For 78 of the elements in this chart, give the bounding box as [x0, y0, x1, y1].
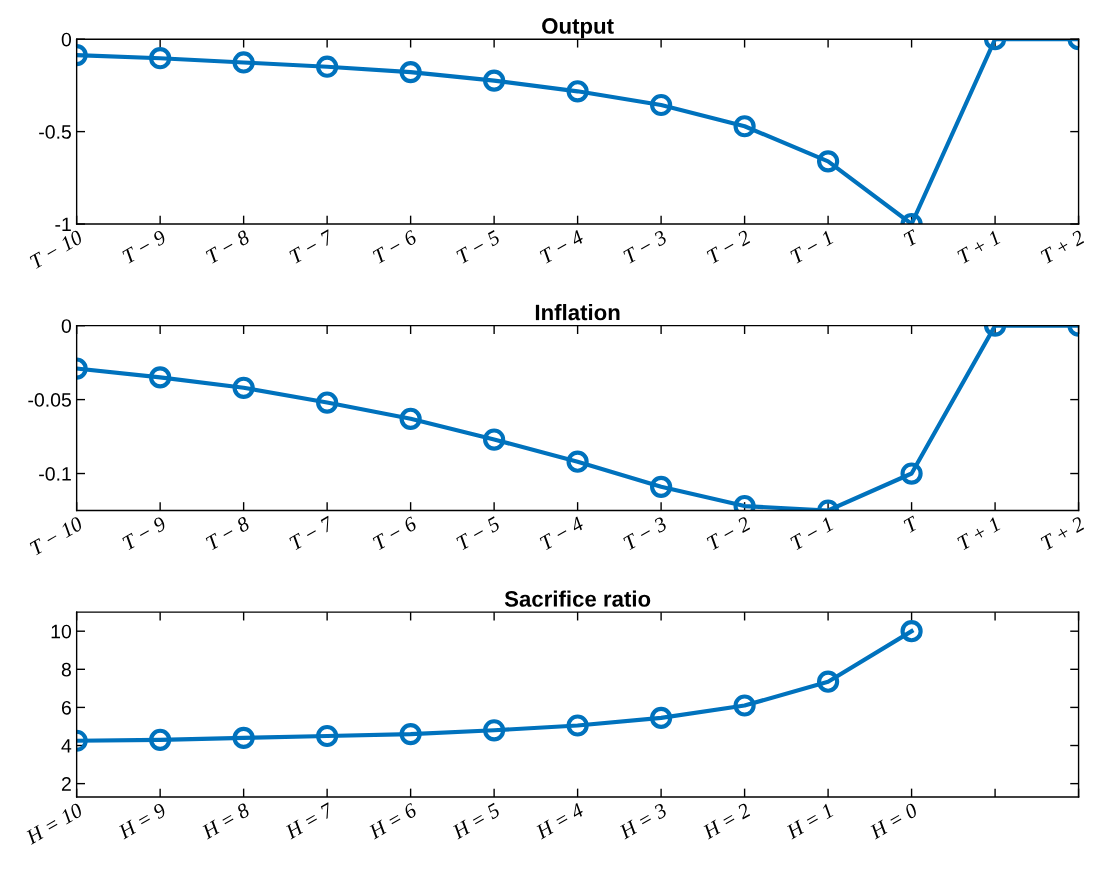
y-tick-label: 0: [61, 319, 72, 333]
point: [316, 55, 339, 78]
x-tick-label: T − 3: [622, 516, 668, 551]
x-tick-label: T − 4: [539, 516, 585, 551]
y-tick-label: -0.5: [39, 125, 71, 139]
point: [566, 714, 589, 737]
y-tick-label: 10: [51, 624, 72, 639]
x-tick-label: T − 3: [622, 229, 668, 264]
point: [399, 722, 422, 746]
chart-title: Sacrifice ratio: [504, 590, 651, 607]
point: [399, 60, 422, 84]
x-tick-label: T − 7: [288, 515, 335, 551]
x-tick-label: T − 8: [205, 515, 251, 551]
x-tick-label: T + 2: [1040, 229, 1086, 264]
point: [733, 694, 756, 717]
y-tick-label: 0: [61, 32, 72, 47]
x-tick-label: T: [903, 515, 920, 533]
y-tick-label: -1: [55, 217, 71, 232]
x-tick-label: H = 2: [701, 802, 752, 840]
x-tick-label: T: [903, 228, 920, 247]
x-tick-label: H = 4: [534, 802, 585, 840]
x-tick-label: T − 6: [372, 515, 418, 551]
x-tick-label: T − 5: [455, 229, 501, 264]
x-tick-label: H = 3: [617, 802, 668, 840]
x-tick-label: T − 10: [29, 516, 84, 556]
chart-title: Output: [542, 18, 614, 39]
x-tick-label: H = 7: [284, 802, 335, 840]
point: [483, 719, 506, 742]
x-tick-label: H = 1: [785, 803, 834, 840]
point: [483, 428, 506, 451]
x-tick-label: T − 2: [706, 516, 752, 551]
point: [566, 80, 589, 103]
line-series: [76, 325, 1079, 511]
point: [649, 93, 673, 117]
point: [316, 391, 339, 414]
x-tick-label: T − 8: [205, 229, 251, 264]
point: [149, 47, 172, 70]
point: [316, 724, 339, 748]
x-tick-label: T − 6: [372, 229, 418, 264]
point: [900, 620, 923, 643]
line-series: [76, 39, 1079, 225]
x-tick-label: T + 1: [956, 230, 1001, 264]
point: [149, 728, 172, 751]
x-tick-label: H = 8: [200, 802, 251, 840]
point: [483, 69, 506, 92]
point: [649, 706, 673, 730]
y-tick-label: 2: [61, 777, 71, 791]
x-tick-label: H = 10: [24, 802, 84, 845]
point: [816, 150, 840, 173]
y-tick-label: 6: [61, 700, 71, 715]
point: [399, 407, 422, 430]
y-tick-label: 4: [61, 739, 72, 753]
x-tick-label: T − 4: [539, 229, 585, 264]
x-tick-label: H = 0: [868, 802, 919, 840]
point: [232, 376, 255, 399]
x-tick-label: T − 2: [706, 229, 752, 264]
x-tick-label: T + 2: [1040, 516, 1086, 551]
y-tick-label: 8: [61, 662, 71, 677]
point: [733, 115, 756, 138]
x-tick-label: T − 1: [789, 517, 834, 551]
y-tick-label: -0.05: [28, 393, 71, 407]
x-tick-label: T − 7: [288, 229, 335, 264]
point: [232, 51, 255, 74]
point: [232, 726, 255, 750]
point: [566, 450, 589, 473]
point: [149, 366, 172, 389]
x-tick-label: T − 10: [29, 229, 84, 270]
x-tick-label: T − 9: [121, 516, 168, 551]
x-tick-label: H = 5: [451, 802, 501, 840]
chart-title: Inflation: [535, 304, 620, 321]
x-tick-label: T − 5: [455, 516, 501, 551]
x-tick-label: T + 1: [956, 517, 1001, 551]
x-tick-label: T − 1: [789, 230, 834, 264]
point: [816, 670, 840, 693]
x-tick-label: H = 6: [367, 802, 418, 840]
x-tick-label: T − 9: [121, 229, 168, 264]
y-tick-label: -0.1: [39, 466, 71, 481]
x-tick-label: H = 9: [117, 802, 168, 840]
